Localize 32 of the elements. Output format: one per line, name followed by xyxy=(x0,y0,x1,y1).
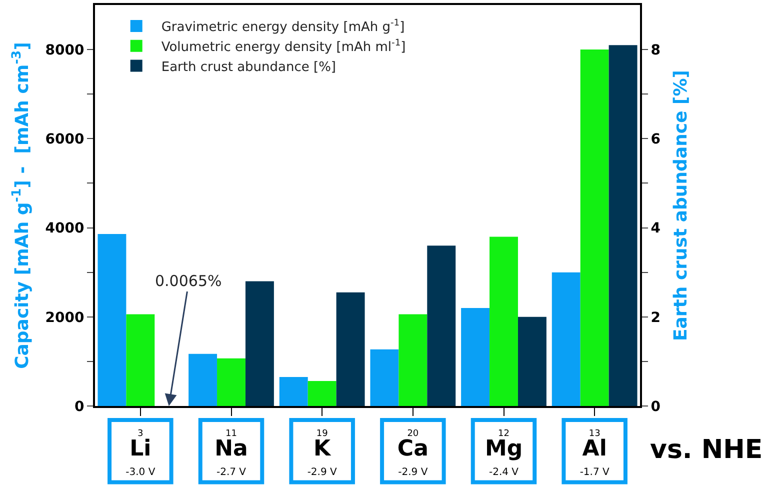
legend-label: Gravimetric energy density [mAh g$^{-1}$] xyxy=(161,18,405,36)
y2-tick-label: 4 xyxy=(650,220,661,237)
x-tick-label: 3 Li -3.0 V xyxy=(126,429,156,478)
bar xyxy=(98,234,126,406)
x-tick-label: 20 Ca -2.9 V xyxy=(397,429,428,478)
bar xyxy=(245,281,274,406)
bar xyxy=(279,377,308,406)
x-tick-label: 11 Na -2.7 V xyxy=(214,429,248,478)
bar xyxy=(461,308,490,406)
legend-label: Earth crust abundance [%] xyxy=(161,60,336,75)
y-tick-label: 2000 xyxy=(45,310,84,326)
y2-axis-title: Earth crust abundance [%] xyxy=(670,70,692,342)
bar xyxy=(336,292,365,406)
y-tick-label: 6000 xyxy=(45,132,84,148)
y-tick-label: 8000 xyxy=(45,42,84,58)
text: vs. NHE xyxy=(650,435,763,465)
x-tick-label: 19 K -2.9 V xyxy=(307,429,338,478)
y2-tick-label: 0 xyxy=(650,398,661,415)
bar xyxy=(308,381,336,406)
x-tick-label: 13 Al -1.7 V xyxy=(580,429,610,478)
y2-tick-label: 8 xyxy=(650,42,661,58)
bar xyxy=(126,314,155,406)
y2-tick-label: 6 xyxy=(650,132,661,148)
bar xyxy=(552,272,580,406)
bar xyxy=(370,349,399,406)
y-tick-label: 0 xyxy=(74,398,84,415)
bar xyxy=(188,354,218,406)
y-tick-label: 4000 xyxy=(45,220,84,237)
x-tick-label: 12 Mg -2.4 V xyxy=(484,429,523,478)
y2-tick-label: 2 xyxy=(650,310,661,326)
legend-label: Volumetric energy density [mAh ml$^{-1}$] xyxy=(161,38,406,55)
annotation: 0.0065% xyxy=(155,272,222,290)
